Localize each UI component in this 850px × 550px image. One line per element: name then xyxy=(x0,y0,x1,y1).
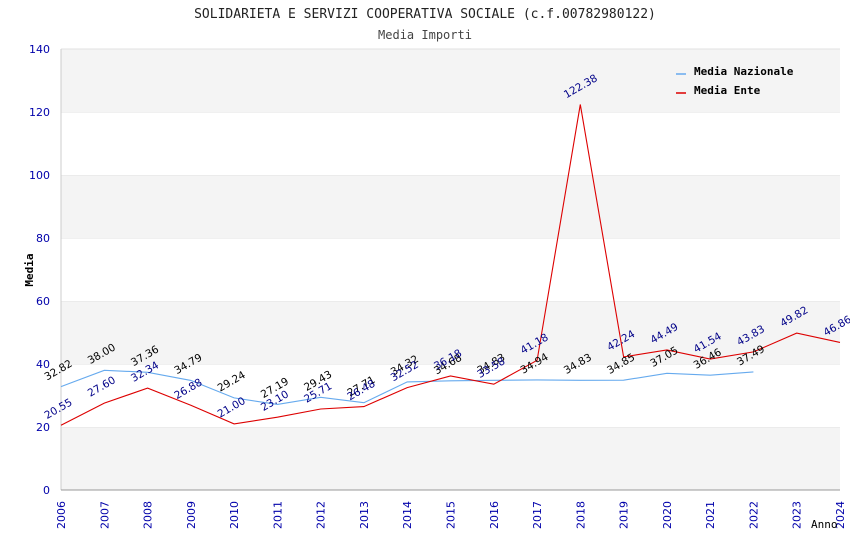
x-tick-label: 2017 xyxy=(531,501,544,529)
x-tick-label: 2024 xyxy=(834,501,847,529)
x-tick-label: 2016 xyxy=(488,501,501,529)
y-tick-label: 40 xyxy=(36,358,50,371)
grid-band xyxy=(61,427,840,490)
series-line-media-nazionale xyxy=(60,369,754,405)
x-tick-label: 2008 xyxy=(142,501,155,529)
x-tick-label: 2012 xyxy=(315,501,328,529)
x-tick-label: 2022 xyxy=(747,501,760,529)
chart-subtitle: Media Importi xyxy=(378,28,472,42)
x-tick-label: 2020 xyxy=(661,501,674,529)
x-tick-label: 2014 xyxy=(401,501,414,529)
x-tick-label: 2021 xyxy=(704,501,717,529)
grid-band xyxy=(61,112,840,175)
x-tick-label: 2007 xyxy=(98,501,111,529)
y-tick-label: 20 xyxy=(36,421,50,434)
y-tick-label: 120 xyxy=(29,106,50,119)
x-tick-label: 2006 xyxy=(55,501,68,529)
legend-label-media-nazionale: Media Nazionale xyxy=(694,65,794,78)
y-axis-label: Media xyxy=(23,253,36,286)
x-tick-label: 2019 xyxy=(618,501,631,529)
x-tick-label: 2009 xyxy=(185,501,198,529)
grid-band xyxy=(61,364,840,427)
x-tick-label: 2018 xyxy=(574,501,587,529)
x-tick-label: 2011 xyxy=(271,501,284,529)
y-tick-label: 100 xyxy=(29,169,50,182)
legend-label-media-ente: Media Ente xyxy=(694,84,761,97)
series-line-media-ente xyxy=(60,104,841,426)
grid-bands xyxy=(61,48,840,490)
grid-band xyxy=(61,49,840,112)
x-tick-label: 2015 xyxy=(445,501,458,529)
x-axis-label: Anno xyxy=(811,518,838,531)
grid-band xyxy=(61,175,840,238)
x-tick-label: 2013 xyxy=(358,501,371,529)
grid-band xyxy=(61,238,840,301)
y-tick-label: 140 xyxy=(29,43,50,56)
y-axis-ticks: 0 20 40 60 80 100 120 140 xyxy=(29,43,50,497)
legend: Media Nazionale Media Ente xyxy=(676,65,794,97)
series-lines xyxy=(60,104,841,426)
x-tick-label: 2010 xyxy=(228,501,241,529)
x-tick-label: 2023 xyxy=(791,501,804,529)
x-axis-ticks: 2006 2007 2008 2009 2010 2011 2012 2013 2014 2015… xyxy=(55,501,847,529)
plot-frame xyxy=(60,49,840,491)
y-tick-label: 0 xyxy=(43,484,50,497)
y-tick-label: 80 xyxy=(36,232,50,245)
grid-band xyxy=(61,301,840,364)
y-tick-label: 60 xyxy=(36,295,50,308)
chart-title: SOLIDARIETA E SERVIZI COOPERATIVA SOCIAL… xyxy=(194,7,656,22)
